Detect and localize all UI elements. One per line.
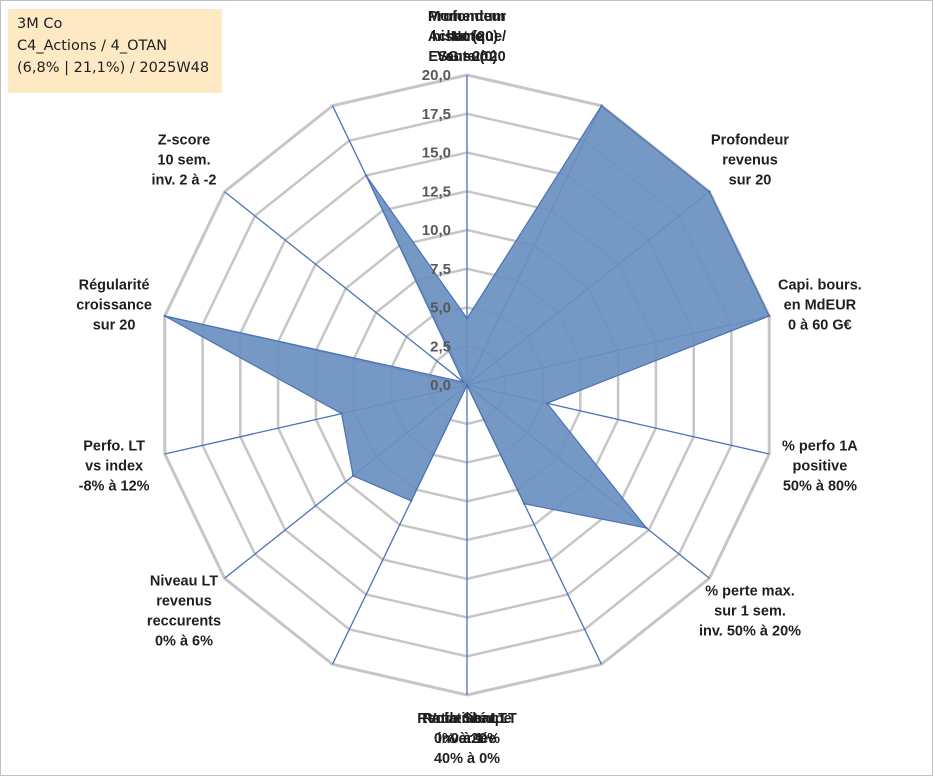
axis-label-line: Régularité (79, 277, 150, 293)
axis-label-line: Capi. bours. (778, 277, 862, 293)
axis-label-line: Momentum (428, 9, 505, 25)
axis-label: Niveau LT revenus reccurents 0% à 6% (147, 574, 221, 650)
axis-label: Note ESG sur 20 (428, 29, 505, 65)
portfolio-path: C4_Actions / 4_OTAN (17, 38, 168, 54)
data-point (462, 380, 465, 384)
tick-label: 7,5 (430, 261, 451, 278)
axis-label-line: 40% à 0% (434, 751, 500, 767)
axis-label-line: en MdEUR (784, 297, 857, 313)
axis-label-line: 0% à 20% (434, 731, 500, 747)
axis-label-line: Volatilité LT (427, 711, 507, 727)
tick-label: 0,0 (430, 377, 451, 394)
data-point (340, 412, 343, 415)
tick-label: 10,0 (422, 222, 451, 239)
axis-label-line: sur 20 (729, 172, 772, 188)
data-point (523, 502, 526, 505)
axis-spoke (224, 191, 468, 386)
axis-label-line: sur 20 (446, 49, 489, 65)
axis-label-line: revenus (156, 594, 212, 610)
axis-label: Capi. bours. en MdEUR 0 à 60 G€ (778, 277, 862, 333)
axis-label-line: positive (793, 459, 848, 475)
data-point (768, 314, 771, 318)
axis-label-line: 10 sem. (157, 152, 210, 168)
tick-label: 12,5 (422, 183, 451, 200)
axis-label-line: Profondeur (428, 9, 506, 25)
axis-label-line: 0 à 1 (451, 731, 483, 747)
axis-label: Momentum Achat (20) / Vente (0) (428, 9, 506, 65)
axis-label-line: % perte max. (705, 584, 794, 600)
company-name: 3M Co (17, 16, 63, 32)
axis-label-line: sur 20 (93, 317, 136, 333)
axis-label-line: ESG sur 20 (428, 49, 505, 65)
data-point (163, 314, 166, 318)
radar-series (163, 104, 771, 530)
tick-label: 17,5 (422, 106, 451, 123)
axis-label-line: vs index (85, 459, 143, 475)
data-point (465, 317, 469, 320)
axis-label-line: Rendement LT (417, 711, 517, 727)
tick-label: 5,0 (430, 300, 451, 317)
axis-label-line: revenus (722, 152, 778, 168)
axis-label-line: sur 1 sem. (714, 604, 786, 620)
axis-label-line: reccurents (147, 614, 221, 630)
data-point (545, 402, 549, 405)
axis-label-line: Achat (20) / (428, 29, 506, 45)
axis-label-line: historique (432, 29, 502, 45)
axis-label-line: croissance (76, 297, 152, 313)
axis-label-line: Profondeur (711, 132, 789, 148)
axis-label-line: 0 à 60 G€ (788, 317, 852, 333)
axis-label-line: Ratio Sharpe (422, 711, 511, 727)
data-point (410, 499, 413, 503)
axis-label-line: Z-score (158, 132, 210, 148)
axis-label: Ratio Sharpe 0 à 1 (422, 711, 511, 747)
axis-label: Volatilité LT inversée 40% à 0% (427, 711, 507, 767)
axis-label: Profondeur historique sur 20 (428, 9, 506, 65)
axis-label-line: inv. 50% à 20% (699, 624, 801, 640)
radar-axis-labels: Note ESG sur 20 Profondeur historique sur 20… (76, 9, 862, 767)
data-point (364, 174, 368, 177)
axis-label: Rendement LT 0% à 20% (417, 711, 517, 747)
axis-label-line: Niveau LT (150, 574, 218, 590)
info-box: 3M Co C4_Actions / 4_OTAN (6,8% | 21,1%)… (8, 9, 222, 93)
axis-label-line: -8% à 12% (79, 479, 150, 495)
tick-label: 2,5 (430, 338, 451, 355)
axis-label-line: 50% à 80% (783, 479, 857, 495)
data-point (708, 190, 711, 193)
axis-label-line: Vente (0) (437, 49, 498, 65)
axis-label-line: Perfo. LT (83, 439, 145, 455)
tick-label: 20,0 (422, 67, 451, 84)
axis-label: % perfo 1A positive 50% à 80% (782, 439, 858, 495)
axis-label-line: 0% à 6% (155, 634, 213, 650)
tick-label: 15,0 (422, 145, 451, 162)
axis-label: Profondeur revenus sur 20 (711, 132, 789, 188)
axis-label: Z-score 10 sem. inv. 2 à -2 (151, 132, 216, 188)
axis-label: % perte max. sur 1 sem. inv. 50% à 20% (699, 584, 801, 640)
data-point (351, 474, 355, 477)
data-point (465, 383, 469, 387)
axis-label-line: inversée (438, 731, 497, 747)
axis-label: Régularité croissance sur 20 (76, 277, 152, 333)
data-point (600, 104, 603, 107)
axis-label-line: % perfo 1A (782, 439, 858, 455)
axis-label-line: inv. 2 à -2 (151, 172, 216, 188)
axis-label: Perfo. LT vs index -8% à 12% (79, 439, 150, 495)
radar-tick-labels: 0,0 2,5 5,0 7,5 10,0 12,5 15,0 17,5 20,0 (422, 67, 451, 394)
axis-label-line: Note (451, 29, 483, 45)
stats-week: (6,8% | 21,1%) / 2025W48 (17, 60, 210, 76)
data-point (645, 526, 648, 530)
